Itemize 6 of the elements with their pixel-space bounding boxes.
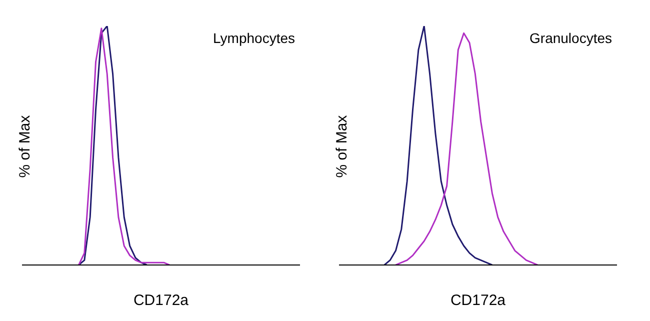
y-axis-title: % of Max — [334, 114, 350, 180]
x-axis-title: CD172a — [133, 292, 190, 309]
annotation: Lymphocytes — [213, 30, 295, 46]
y-axis-title: % of Max — [16, 114, 34, 180]
annotation: Granulocytes — [530, 30, 612, 46]
x-axis-title: CD172a — [450, 292, 506, 309]
